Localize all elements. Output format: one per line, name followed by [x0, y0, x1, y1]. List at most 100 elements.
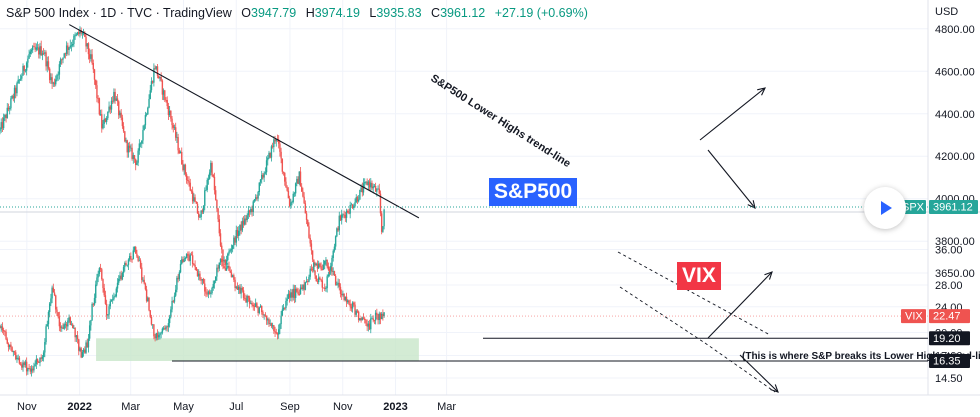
vix-candle — [13, 351, 16, 353]
spx-candle — [195, 201, 197, 204]
spx-candle — [74, 35, 76, 37]
vix-candle — [95, 284, 97, 298]
spx-candle — [372, 186, 374, 189]
vix-candle — [288, 293, 291, 298]
vix-candle — [210, 293, 212, 294]
vix-candle — [98, 268, 101, 274]
spx-candle — [309, 237, 311, 244]
vix-candle — [254, 303, 257, 307]
vix-candle — [212, 283, 214, 288]
spx-candle — [141, 140, 143, 144]
spx-candle — [317, 277, 320, 282]
vix-candle — [59, 326, 62, 329]
spx-candle — [265, 160, 268, 173]
spx-candle — [314, 270, 316, 276]
vix-candle — [2, 330, 5, 332]
spx-candle — [271, 146, 274, 148]
vix-candle — [18, 357, 21, 364]
high-value: 3974.19 — [314, 6, 360, 20]
spx-candle — [319, 277, 321, 280]
spx-candle — [368, 181, 371, 188]
spx-candle — [233, 237, 235, 246]
spx-candle — [10, 98, 12, 109]
vix-candle — [376, 312, 378, 315]
vix-candle — [69, 317, 71, 325]
vix-candle — [38, 362, 40, 363]
vix-candle — [216, 267, 218, 277]
spx-candle — [198, 213, 200, 218]
spx-last-price-tag-bg — [929, 199, 978, 214]
spx-candle — [268, 152, 270, 158]
spx-candle — [90, 54, 92, 59]
spx-candle — [92, 62, 95, 70]
spx-candle — [153, 68, 155, 83]
spx-candle — [189, 182, 191, 191]
spx-candle — [101, 114, 103, 129]
spx-candle — [324, 287, 326, 289]
vix-candle — [350, 306, 353, 309]
vix-candle — [51, 287, 53, 299]
vix-candle — [366, 323, 368, 327]
spx-candle — [172, 125, 174, 128]
spx-candle — [307, 219, 309, 227]
vix-candle — [85, 342, 87, 353]
vix-candle — [326, 259, 328, 267]
spx-candle — [78, 32, 80, 35]
x-tick-nov: Nov — [17, 401, 37, 413]
vix-candle — [245, 298, 247, 303]
spx-candle — [188, 181, 190, 183]
spx-candle — [52, 82, 55, 84]
vix-candle — [88, 325, 91, 339]
vix-candle — [35, 358, 38, 365]
spx-candle — [191, 191, 194, 202]
spx-candle — [240, 224, 242, 231]
vix-candle — [208, 291, 211, 294]
vix-candle — [319, 263, 321, 267]
vix-candle — [116, 282, 119, 289]
vix-candle — [104, 295, 107, 304]
spx-candle — [69, 45, 71, 48]
vix-candle — [299, 287, 302, 295]
spx-candle — [32, 46, 34, 51]
open-value: 3947.79 — [251, 6, 297, 20]
spx-candle — [305, 213, 308, 220]
spx-candle — [159, 76, 161, 79]
spx-candle — [269, 152, 271, 158]
spx-candle — [304, 203, 307, 214]
vix-candle — [302, 284, 304, 290]
spx-candle — [274, 139, 276, 142]
spx-candle — [376, 189, 378, 192]
spx-candle — [142, 130, 144, 141]
vix-candle — [92, 303, 95, 305]
spx-candle — [383, 209, 385, 227]
spx-candle — [290, 202, 292, 207]
play-button[interactable] — [864, 187, 906, 229]
vix-candle — [248, 297, 251, 304]
spx-candle — [299, 171, 302, 187]
vix-candle — [275, 332, 277, 334]
vix-candle — [21, 364, 23, 368]
vix-candle — [374, 312, 377, 321]
vix-candle — [111, 299, 114, 301]
vix-candle — [313, 262, 315, 270]
spx-candle — [297, 178, 299, 184]
vix-candle — [308, 276, 310, 282]
vix-candle — [337, 282, 339, 285]
spx-candle — [345, 210, 348, 218]
spx-y-tick: 3650.00 — [935, 268, 975, 280]
spx-candle — [98, 98, 101, 115]
spx-annotation-box: S&P500 — [489, 178, 578, 206]
spx-candle — [326, 276, 328, 289]
vix-candle — [265, 315, 268, 321]
vix-candle — [333, 271, 336, 276]
vix-candle — [251, 303, 253, 305]
vix-candle — [330, 267, 332, 271]
spx-candle — [223, 259, 225, 262]
vix-candle — [355, 310, 357, 315]
spx-candle — [27, 58, 29, 63]
spx-candle — [245, 218, 247, 221]
spx-candle — [35, 47, 38, 50]
vix-candle — [44, 342, 46, 353]
spx-candle — [93, 69, 96, 80]
